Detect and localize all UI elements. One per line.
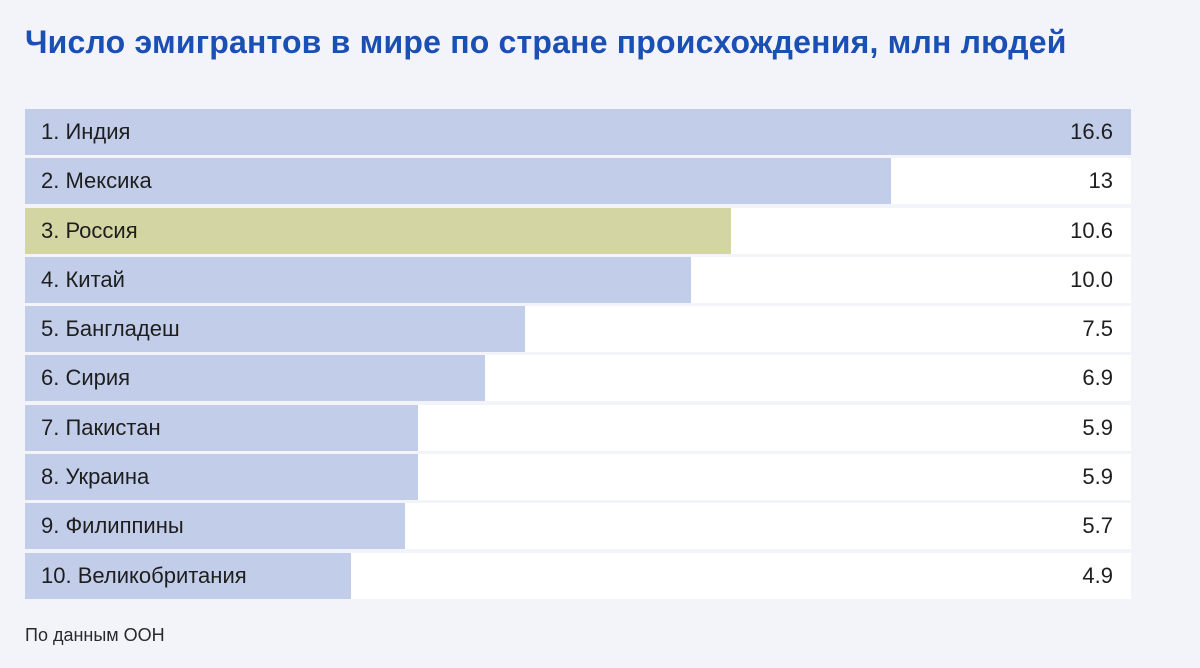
bar-label: 5. Бангладеш [41,316,180,342]
bar-row: 3. Россия 10.6 [25,207,1131,254]
bar [25,404,419,451]
bar-row: 8. Украина 5.9 [25,454,1131,501]
bar-label: 4. Китай [41,266,125,292]
bar-value-label: 5.9 [1082,464,1113,490]
bar-chart: 1. Индия 16.6 2. Мексика 13 3. Россия 10.6 4. … [25,109,1131,602]
bar-value-label: 5.7 [1082,513,1113,539]
bar [25,158,892,205]
bar-row: 1. Индия 16.6 [25,109,1131,155]
bar-label: 8. Украина [41,464,150,490]
bar-row: 6. Сирия 6.9 [25,355,1131,402]
bar-value-label: 5.9 [1082,414,1113,440]
bar [25,355,485,402]
bar [25,207,732,254]
bar-value-label: 16.6 [1070,119,1113,144]
bar-row: 10. Великобритания 4.9 [25,552,1131,599]
bar-value-label: 6.9 [1082,365,1113,391]
source-note: По данным ООН [25,625,165,645]
bar-label: 6. Сирия [41,365,131,391]
chart-title: Число эмигрантов в мире по стране происх… [25,24,1067,60]
bar-row: 7. Пакистан 5.9 [25,404,1131,451]
bar-label: 3. Россия [41,217,138,243]
bar [25,306,525,353]
bar [25,256,692,303]
bar [25,503,405,550]
bar [25,552,352,599]
bar [25,454,419,501]
bar-value-label: 10.0 [1070,266,1113,292]
bar-row: 2. Мексика 13 [25,158,1131,205]
bar-row: 9. Филиппины 5.7 [25,503,1131,550]
bar-value-label: 7.5 [1082,316,1113,342]
bar-value-label: 4.9 [1082,562,1113,588]
bar-label: 1. Индия [41,119,131,144]
bar-row: 5. Бангладеш 7.5 [25,306,1131,353]
bar-label: 2. Мексика [41,168,152,194]
bar-value-label: 13 [1088,168,1113,194]
bar-label: 9. Филиппины [41,513,184,539]
bar-label: 7. Пакистан [41,414,161,440]
bar-row: 4. Китай 10.0 [25,256,1131,303]
bar-value-label: 10.6 [1070,217,1113,243]
bar [25,109,1131,155]
bar-label: 10. Великобритания [41,562,247,588]
